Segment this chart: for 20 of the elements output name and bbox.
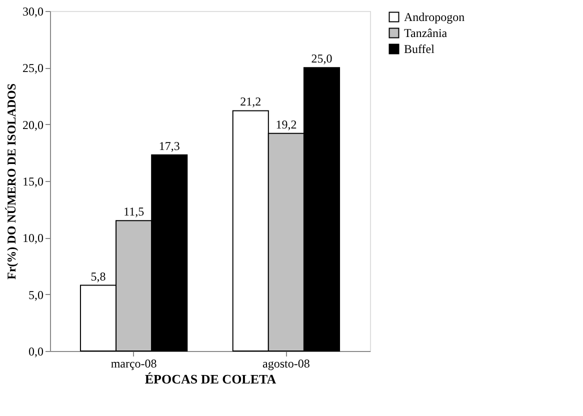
x-tick-label: agosto-08 [262, 356, 310, 370]
y-tick-label: 25,0 [22, 61, 44, 76]
y-tick-label: 0,0 [28, 344, 44, 358]
data-label: 25,0 [311, 52, 332, 66]
data-label: 19,2 [276, 117, 297, 132]
x-axis-title: ÉPOCAS DE COLETA [144, 372, 277, 386]
data-label: 17,3 [158, 138, 180, 153]
y-tick-label: 10,0 [22, 231, 44, 246]
data-label: 5,8 [90, 269, 106, 284]
y-tick-label: 15,0 [22, 174, 44, 188]
y-tick-label: 20,0 [22, 118, 44, 132]
data-label: 21,2 [240, 94, 262, 109]
y-tick-label: 30,0 [22, 4, 44, 18]
legend-label: Andropogon [404, 10, 465, 24]
legend-label: Tanzânia [404, 26, 448, 40]
legend-label: Buffel [404, 42, 436, 56]
x-tick-label: março-08 [110, 356, 157, 370]
y-axis-title: Fr(%) DO NÚMERO DE ISOLADOS [4, 83, 18, 280]
data-label: 11,5 [124, 204, 144, 219]
y-tick-label: 5,0 [28, 288, 44, 302]
